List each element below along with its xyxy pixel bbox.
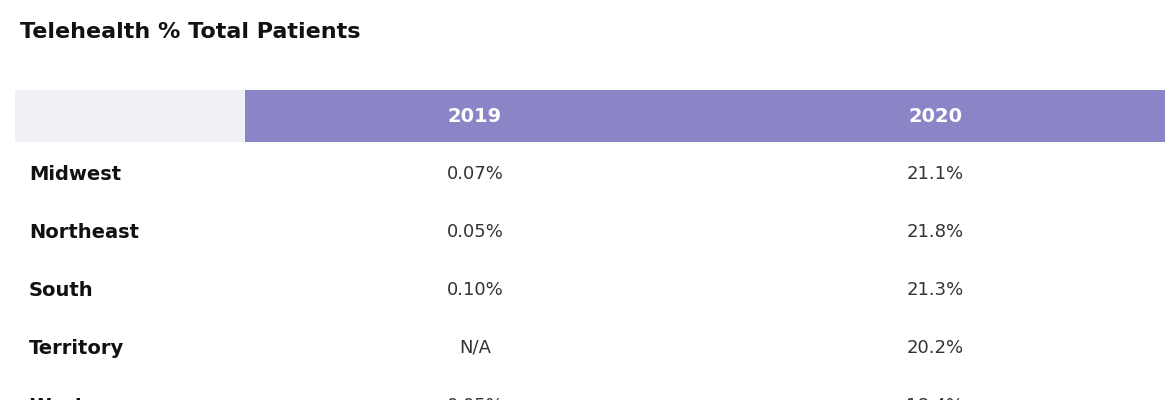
Text: 20.2%: 20.2% [906, 339, 964, 357]
Text: Midwest: Midwest [29, 164, 121, 184]
Bar [245, 90, 705, 142]
Text: 0.07%: 0.07% [446, 165, 503, 183]
Text: 18.4%: 18.4% [906, 397, 964, 400]
Text: 2020: 2020 [908, 106, 962, 126]
Text: Telehealth % Total Patients: Telehealth % Total Patients [20, 22, 361, 42]
Text: 0.05%: 0.05% [446, 397, 503, 400]
Text: South: South [29, 280, 93, 300]
Text: 21.8%: 21.8% [906, 223, 964, 241]
Text: 2019: 2019 [449, 106, 502, 126]
Bar [15, 90, 245, 142]
Text: Territory: Territory [29, 338, 124, 358]
Text: Northeast: Northeast [29, 222, 139, 242]
Text: 0.10%: 0.10% [446, 281, 503, 299]
Text: 0.05%: 0.05% [446, 223, 503, 241]
Bar [705, 90, 1164, 142]
Text: 21.1%: 21.1% [906, 165, 964, 183]
Text: 21.3%: 21.3% [906, 281, 964, 299]
Text: N/A: N/A [459, 339, 491, 357]
Text: West: West [29, 396, 84, 400]
